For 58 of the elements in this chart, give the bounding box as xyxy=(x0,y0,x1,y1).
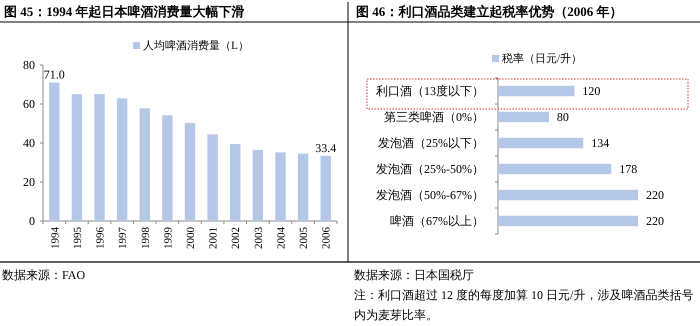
bar xyxy=(140,108,150,221)
x-tick-label: 2003 xyxy=(252,226,265,249)
legend-label: 税率（日元/升） xyxy=(502,52,582,65)
bar xyxy=(72,94,82,221)
y-tick-label: 利口酒（13度以下） xyxy=(376,84,484,98)
bar xyxy=(94,94,105,221)
bar xyxy=(498,138,584,148)
bar xyxy=(275,152,286,221)
y-tick-label: 60 xyxy=(23,97,35,111)
x-tick-label: 1999 xyxy=(162,226,174,249)
text: 注：利口酒超过 12 度的每度加算 10 日元/升，涉及啤酒品类括号内为麦芽比率。 xyxy=(354,287,694,324)
bar xyxy=(116,98,128,221)
bar xyxy=(230,144,240,221)
y-tick-label: 80 xyxy=(23,58,35,72)
x-tick-label: 1997 xyxy=(117,226,130,249)
y-tick-label: 发泡酒（50%-67%） xyxy=(376,188,484,202)
data-label: 71.0 xyxy=(44,68,65,82)
bar xyxy=(184,122,196,221)
data-label: 120 xyxy=(582,84,600,98)
bar xyxy=(207,134,218,221)
data-label: 33.4 xyxy=(315,140,336,155)
bar xyxy=(498,86,574,96)
y-tick-label: 0 xyxy=(29,214,35,228)
source-note: 数据来源：日本国税厅 xyxy=(354,267,475,284)
y-tick-label: 发泡酒（25%-50%） xyxy=(376,162,484,176)
data-label: 220 xyxy=(646,214,664,228)
chart-title: 图 45：1994 年起日本啤酒消费量大幅下滑 xyxy=(4,4,244,19)
x-tick-label: 2006 xyxy=(320,226,333,249)
x-tick-label: 1995 xyxy=(72,226,84,249)
bar xyxy=(498,112,549,122)
data-label: 134 xyxy=(591,136,610,150)
data-label: 178 xyxy=(619,162,638,176)
legend-label: 人均啤酒消费量（L） xyxy=(143,39,249,52)
y-tick-label: 啤酒（67%以上） xyxy=(390,214,484,228)
x-tick-label: 2005 xyxy=(298,226,310,249)
bar xyxy=(298,154,308,221)
x-tick-label: 2002 xyxy=(230,227,242,249)
x-tick-label: 1994 xyxy=(49,226,62,249)
x-tick-label: 2000 xyxy=(185,226,197,249)
y-tick-label: 20 xyxy=(23,175,35,189)
bar xyxy=(498,216,638,226)
x-tick-label: 1998 xyxy=(140,226,152,249)
source-note: 数据来源：FAO xyxy=(2,267,86,284)
bar xyxy=(252,150,264,221)
x-tick-label: 2001 xyxy=(208,227,220,249)
x-tick-label: 1996 xyxy=(94,226,107,249)
data-label: 80 xyxy=(556,110,569,124)
bar xyxy=(498,190,638,200)
x-tick-label: 2004 xyxy=(275,226,288,249)
data-label: 220 xyxy=(646,188,664,202)
y-tick-label: 第三类啤酒（0%） xyxy=(384,110,484,124)
y-tick-label: 发泡酒（25%以下） xyxy=(378,136,484,150)
bar xyxy=(162,115,173,221)
bar xyxy=(49,82,60,221)
chart-title: 图 46：利口酒品类建立起税率优势（2006 年） xyxy=(356,4,622,19)
y-tick-label: 40 xyxy=(23,136,35,150)
bar xyxy=(320,156,331,221)
bar xyxy=(498,164,612,174)
